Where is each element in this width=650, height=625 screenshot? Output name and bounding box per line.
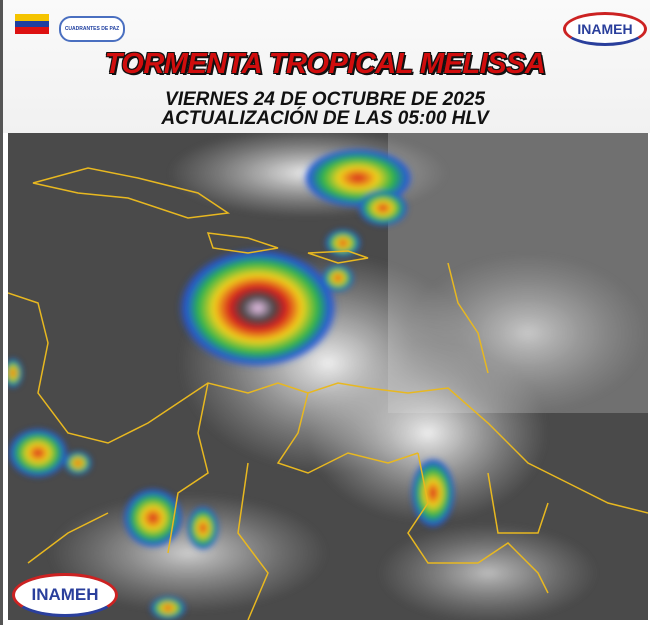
update-line: ACTUALIZACIÓN DE LAS 05:00 HLV <box>161 108 489 129</box>
date-line: VIERNES 24 DE OCTUBRE DE 2025 <box>165 89 485 110</box>
cuadrantes-logo-text: CUADRANTES DE PAZ <box>64 26 120 32</box>
inameh-logo-top: INAMEH <box>563 12 647 46</box>
inameh-logo-bottom-text: INAMEH <box>31 585 99 604</box>
header: CUADRANTES DE PAZ INAMEH <box>3 0 650 133</box>
satellite-image <box>8 133 648 620</box>
melissa-storm-core <box>178 248 338 368</box>
cuadrantes-de-paz-logo: CUADRANTES DE PAZ <box>59 16 125 42</box>
venezuela-flag-icon <box>15 14 49 34</box>
inameh-logo-bottom: INAMEH <box>12 573 118 617</box>
country-borders <box>8 167 648 620</box>
storm-clouds <box>8 148 455 620</box>
satellite-map: INAMEH <box>8 133 648 620</box>
inameh-logo-text: INAMEH <box>577 21 633 37</box>
page-title: TORMENTA TROPICAL MELISSA <box>104 48 546 80</box>
